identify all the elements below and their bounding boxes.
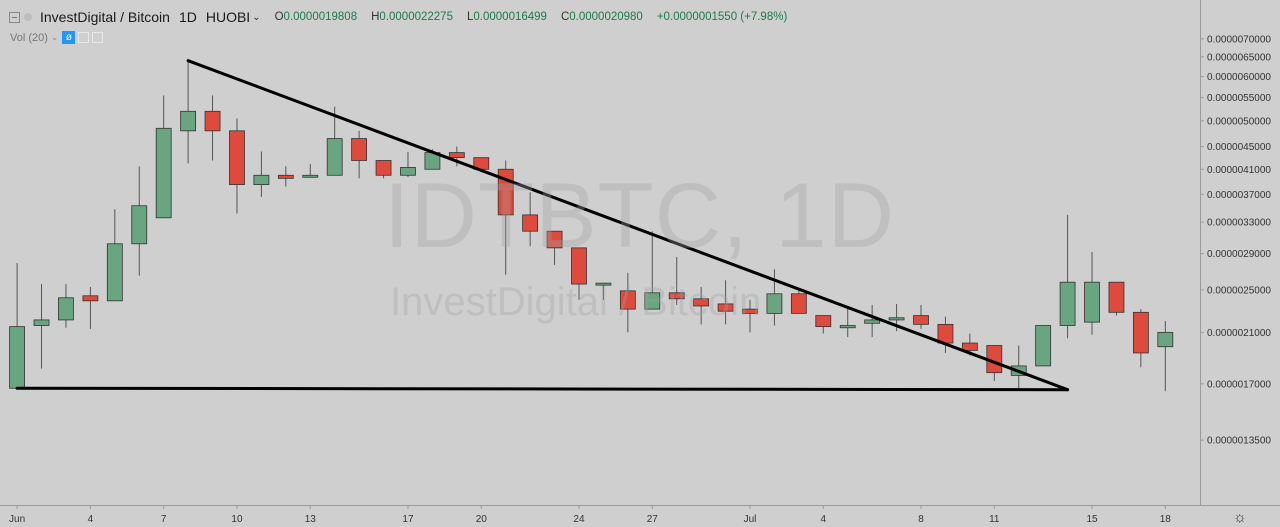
candle-body — [253, 174, 270, 185]
time-tick-label: Jun — [9, 514, 25, 525]
candle-body — [668, 292, 685, 300]
gear-icon[interactable]: ☼ — [1233, 509, 1247, 526]
candle-body — [131, 205, 148, 245]
candle-body — [571, 247, 587, 285]
candle-body — [448, 152, 465, 159]
candle-body — [400, 167, 416, 176]
price-tick-label: 0.0000050000 — [1207, 116, 1271, 127]
interval-label[interactable]: 1D — [178, 9, 197, 25]
close-square-icon[interactable] — [92, 32, 104, 43]
low-value: L0.0000016499 — [466, 11, 547, 23]
candle-body — [326, 138, 343, 176]
candle-body — [1132, 311, 1149, 354]
candle-body — [180, 110, 197, 132]
candle-body — [864, 319, 881, 324]
chevron-down-icon[interactable]: ⌄ — [252, 11, 261, 23]
time-tick-label: 24 — [573, 514, 585, 525]
candle-body — [546, 230, 563, 249]
candle-body — [644, 292, 661, 310]
time-tick-label: 18 — [1160, 514, 1172, 525]
price-tick-label: 0.0000025000 — [1207, 285, 1271, 296]
candle-body — [375, 160, 392, 176]
candle-body — [815, 315, 832, 328]
close-value: C0.0000020980 — [560, 11, 643, 23]
price-tick-label: 0.0000055000 — [1207, 93, 1271, 104]
candle-body — [961, 342, 978, 351]
settings-square-icon[interactable] — [78, 32, 90, 43]
price-tick-label: 0.0000045000 — [1207, 142, 1271, 153]
candle-body — [82, 295, 99, 302]
candle-body — [58, 297, 74, 321]
trendline — [15, 386, 1070, 392]
candle-body — [155, 127, 172, 219]
candle-body — [619, 290, 636, 310]
candle-body — [351, 138, 368, 161]
exchange-label[interactable]: HUOBI — [205, 9, 251, 25]
time-tick-label: 13 — [305, 514, 317, 525]
volume-label[interactable]: Vol (20) — [10, 31, 48, 44]
candle-body — [888, 317, 905, 321]
candle-body — [302, 174, 319, 178]
candle-body — [913, 315, 929, 325]
candle-body — [766, 293, 783, 314]
price-tick-label: 0.0000021000 — [1207, 328, 1271, 339]
price-tick-label: 0.0000041000 — [1207, 165, 1271, 176]
candle-body — [1157, 331, 1174, 348]
candle-body — [595, 282, 612, 286]
volume-indicator-row: Vol (20) ⌄ ø — [10, 31, 106, 44]
time-tick-label: 10 — [231, 514, 243, 525]
candle-body — [1059, 281, 1076, 326]
price-tick-label: 0.0000033000 — [1207, 218, 1271, 229]
status-dot-icon — [24, 13, 32, 21]
price-tick-label: 0.0000060000 — [1207, 72, 1271, 83]
candle-body — [839, 325, 856, 329]
candle-body — [204, 110, 221, 132]
candle-body — [790, 293, 807, 314]
open-value: O0.0000019808 — [274, 11, 358, 23]
price-tick-label: 0.0000065000 — [1207, 52, 1271, 63]
time-tick-label: 15 — [1086, 514, 1098, 525]
price-tick-label: 0.0000029000 — [1207, 249, 1271, 260]
candle-body — [522, 214, 539, 232]
watermark-ticker: IDTBTC, 1D — [384, 165, 895, 267]
trendline — [186, 59, 1070, 392]
time-tick-label: 11 — [989, 514, 1000, 525]
candle-body — [229, 130, 245, 185]
price-tick-label: 0.0000013500 — [1207, 436, 1271, 447]
candle-body — [717, 303, 734, 312]
time-tick-label: 17 — [402, 514, 414, 525]
candle-body — [33, 319, 50, 326]
collapse-icon[interactable] — [9, 11, 20, 23]
candle-body — [937, 323, 954, 344]
legend-bar: InvestDigital / Bitcoin 1D HUOBI ⌄ O0.00… — [0, 0, 787, 34]
time-tick-label: Jul — [744, 514, 757, 525]
time-tick-label: 4 — [88, 514, 94, 525]
time-tick-label: 27 — [647, 514, 659, 525]
price-tick-label: 0.0000017000 — [1207, 379, 1271, 390]
change-value: +0.0000001550 (+7.98%) — [656, 11, 788, 23]
time-tick-label: 8 — [918, 514, 924, 525]
candle-body — [1035, 325, 1052, 367]
candle-body — [9, 326, 26, 389]
price-tick-label: 0.0000037000 — [1207, 190, 1271, 201]
candle-body — [106, 243, 123, 302]
visibility-icon[interactable]: ø — [62, 31, 76, 44]
candle-body — [277, 174, 294, 179]
chevron-down-icon[interactable]: ⌄ — [50, 32, 59, 42]
symbol-name[interactable]: InvestDigital / Bitcoin — [40, 9, 170, 25]
candle-body — [742, 308, 758, 314]
time-tick-label: 7 — [161, 514, 167, 525]
watermark-name: InvestDigital / Bitcoin — [390, 280, 762, 324]
time-tick-label: 4 — [821, 514, 827, 525]
price-tick-label: 0.0000070000 — [1207, 34, 1271, 45]
high-value: H0.0000022275 — [371, 11, 453, 23]
time-tick-label: 20 — [476, 514, 488, 525]
candle-body — [693, 298, 710, 307]
candle-body — [1084, 281, 1100, 323]
candle-body — [1108, 281, 1125, 313]
